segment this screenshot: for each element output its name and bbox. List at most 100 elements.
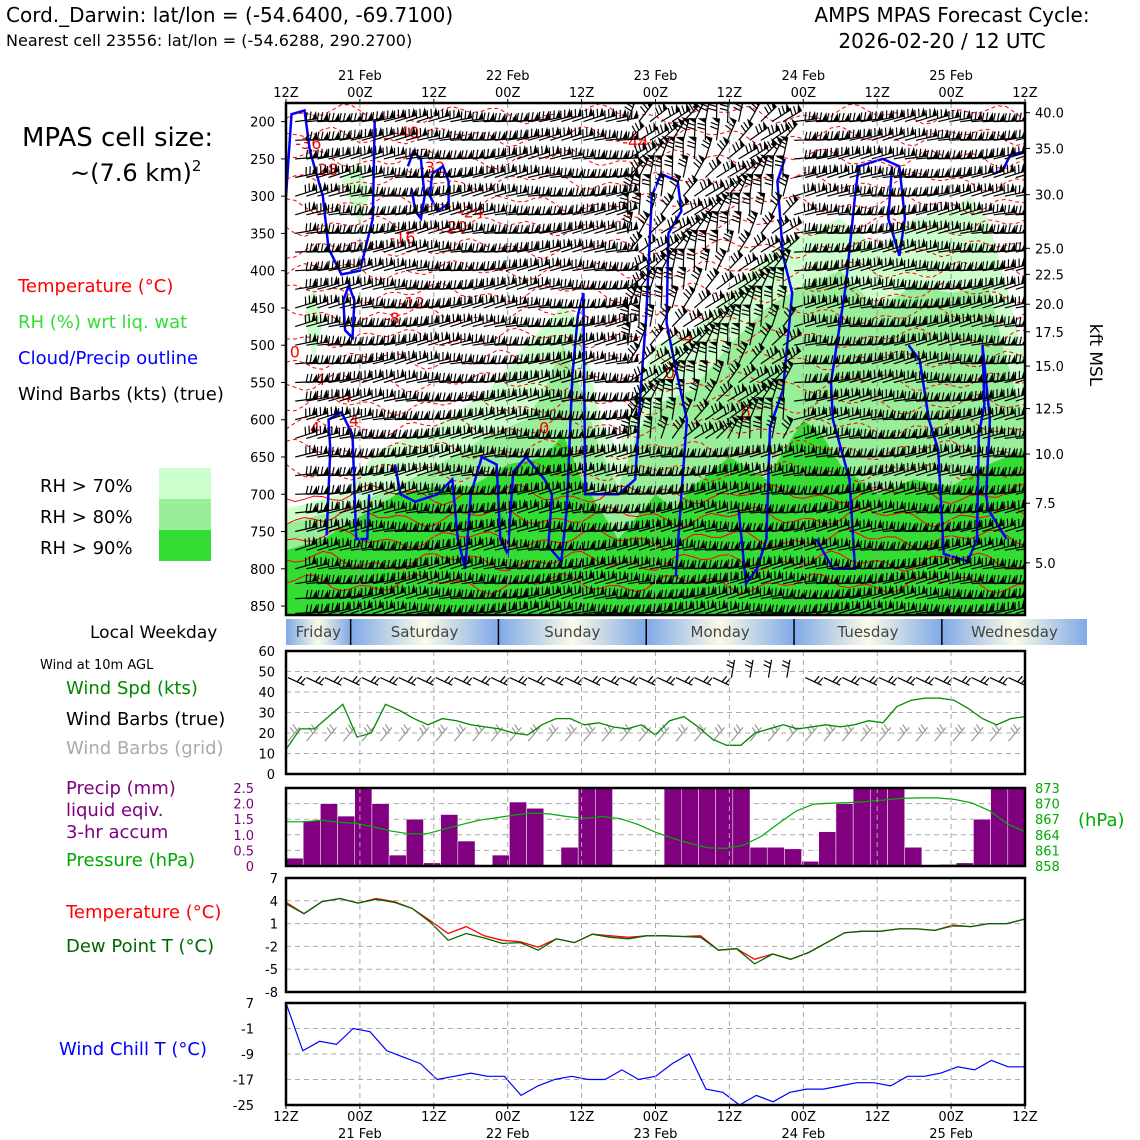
- wind-barb: [938, 408, 961, 421]
- wind-barb: [405, 443, 428, 458]
- wind-barb: [871, 350, 894, 365]
- temperature-label: -56: [724, 40, 750, 59]
- wind-barb: [472, 201, 495, 216]
- wind-barb: [417, 371, 440, 384]
- wind-barb: [328, 293, 350, 309]
- wind-barb: [428, 462, 450, 477]
- wind-barb: [827, 204, 850, 216]
- wind-barb: [295, 131, 318, 141]
- wind-barb: [605, 392, 628, 402]
- wind-barb: [383, 277, 406, 290]
- wind-barb: [816, 313, 838, 328]
- wind-barb: [697, 341, 708, 364]
- wind-barb: [904, 315, 927, 328]
- wind-barb: [654, 173, 665, 197]
- wind-barb: [505, 224, 528, 234]
- wind-barb: [394, 237, 417, 253]
- wind-barb: [428, 128, 451, 141]
- pressure-unit: (hPa): [1078, 810, 1125, 831]
- wind-barb-grid: [1008, 724, 1021, 742]
- wind-barb: [971, 260, 994, 272]
- wind-barb: [527, 164, 550, 179]
- wind-barb: [816, 202, 838, 216]
- wind-barb: [394, 167, 417, 179]
- wind-barb: [693, 287, 712, 309]
- wind-barb: [405, 238, 428, 253]
- wind-barb: [350, 406, 373, 421]
- wind-barb: [394, 257, 417, 272]
- cell-size-value: ~(7.6 km)2: [70, 157, 201, 187]
- wind-barb: [893, 279, 916, 290]
- height-tick-label: 10.0: [1035, 448, 1064, 463]
- wind-barb: [583, 392, 606, 402]
- wind-barb: [677, 154, 689, 178]
- wind-barb: [538, 350, 561, 365]
- wind-barb: [960, 312, 982, 328]
- temperature-label: 0: [740, 405, 750, 424]
- wind-barb: [804, 164, 827, 179]
- wind-barb: [472, 181, 494, 197]
- wind-barb: [328, 315, 351, 328]
- wind-barb: [693, 154, 706, 178]
- wind-barb: [993, 145, 1016, 160]
- wind-barb: [383, 166, 406, 179]
- wind-barb: [771, 324, 789, 346]
- wind-barb: [417, 330, 439, 346]
- wind-barb-true: [361, 675, 380, 686]
- wind-barb: [993, 336, 1016, 346]
- wind-barb: [771, 213, 790, 234]
- weekday-monday: Monday: [691, 623, 750, 641]
- wind-barb: [372, 350, 395, 365]
- weekday-bar: Friday Saturday Sunday Monday Tuesday Wednesd…: [286, 619, 1087, 645]
- wind-barb: [472, 223, 495, 234]
- wind-barb: [827, 447, 850, 458]
- wind-barb: [527, 368, 550, 384]
- wind-barb: [686, 248, 696, 271]
- wind-barb-true: [287, 675, 306, 686]
- wind-barb: [714, 247, 727, 271]
- wind-barb: [705, 400, 724, 421]
- wind-barb: [494, 315, 517, 328]
- wind-barb: [982, 293, 1004, 309]
- wind-barb: [550, 349, 572, 365]
- wind-barb-grid: [379, 724, 393, 742]
- wind-barb: [361, 297, 384, 309]
- wind-barb: [472, 164, 495, 179]
- wind-barb-true: [823, 675, 842, 686]
- wind-spd-label: Wind Spd (kts): [66, 678, 198, 699]
- wind-barb-true: [306, 675, 325, 686]
- wind-barb: [372, 144, 395, 160]
- wind-barb: [982, 387, 1004, 402]
- wind-barb: [949, 312, 971, 328]
- wind-barb: [753, 285, 763, 308]
- rh90-label: RH > 90%: [40, 538, 133, 559]
- wind-barb: [649, 446, 672, 458]
- wind-barb: [350, 368, 373, 384]
- wind-barb: [804, 293, 827, 309]
- wind-barb: [494, 387, 517, 402]
- cloud-outline: [325, 410, 371, 541]
- wind-barb-true: [915, 675, 935, 686]
- wind-barb: [516, 428, 539, 439]
- wind-barb: [927, 129, 949, 141]
- wind-barb: [516, 256, 539, 272]
- wind-barb: [680, 396, 693, 420]
- wind-barb: [949, 200, 971, 216]
- wind-barb: [483, 224, 506, 234]
- wind-barb: [827, 182, 849, 197]
- wind-barb: [483, 372, 506, 384]
- legend: Temperature (°C) RH (%) wrt liq. wat Clo…: [17, 276, 224, 405]
- wind-barb: [982, 425, 1004, 439]
- height-tick-label: 17.5: [1035, 326, 1064, 341]
- wind-barb: [494, 204, 517, 216]
- wind-barb: [971, 293, 993, 309]
- wind-barb: [782, 344, 802, 365]
- wind-barb: [516, 317, 539, 328]
- wind-barb: [816, 446, 839, 458]
- wind-barb: [960, 293, 982, 309]
- wind-barb: [993, 129, 1016, 141]
- wind-barb: [583, 350, 605, 365]
- wind-barb: [767, 377, 779, 402]
- pressure-y-tick: 867: [1035, 813, 1060, 828]
- wind-barb: [295, 277, 318, 290]
